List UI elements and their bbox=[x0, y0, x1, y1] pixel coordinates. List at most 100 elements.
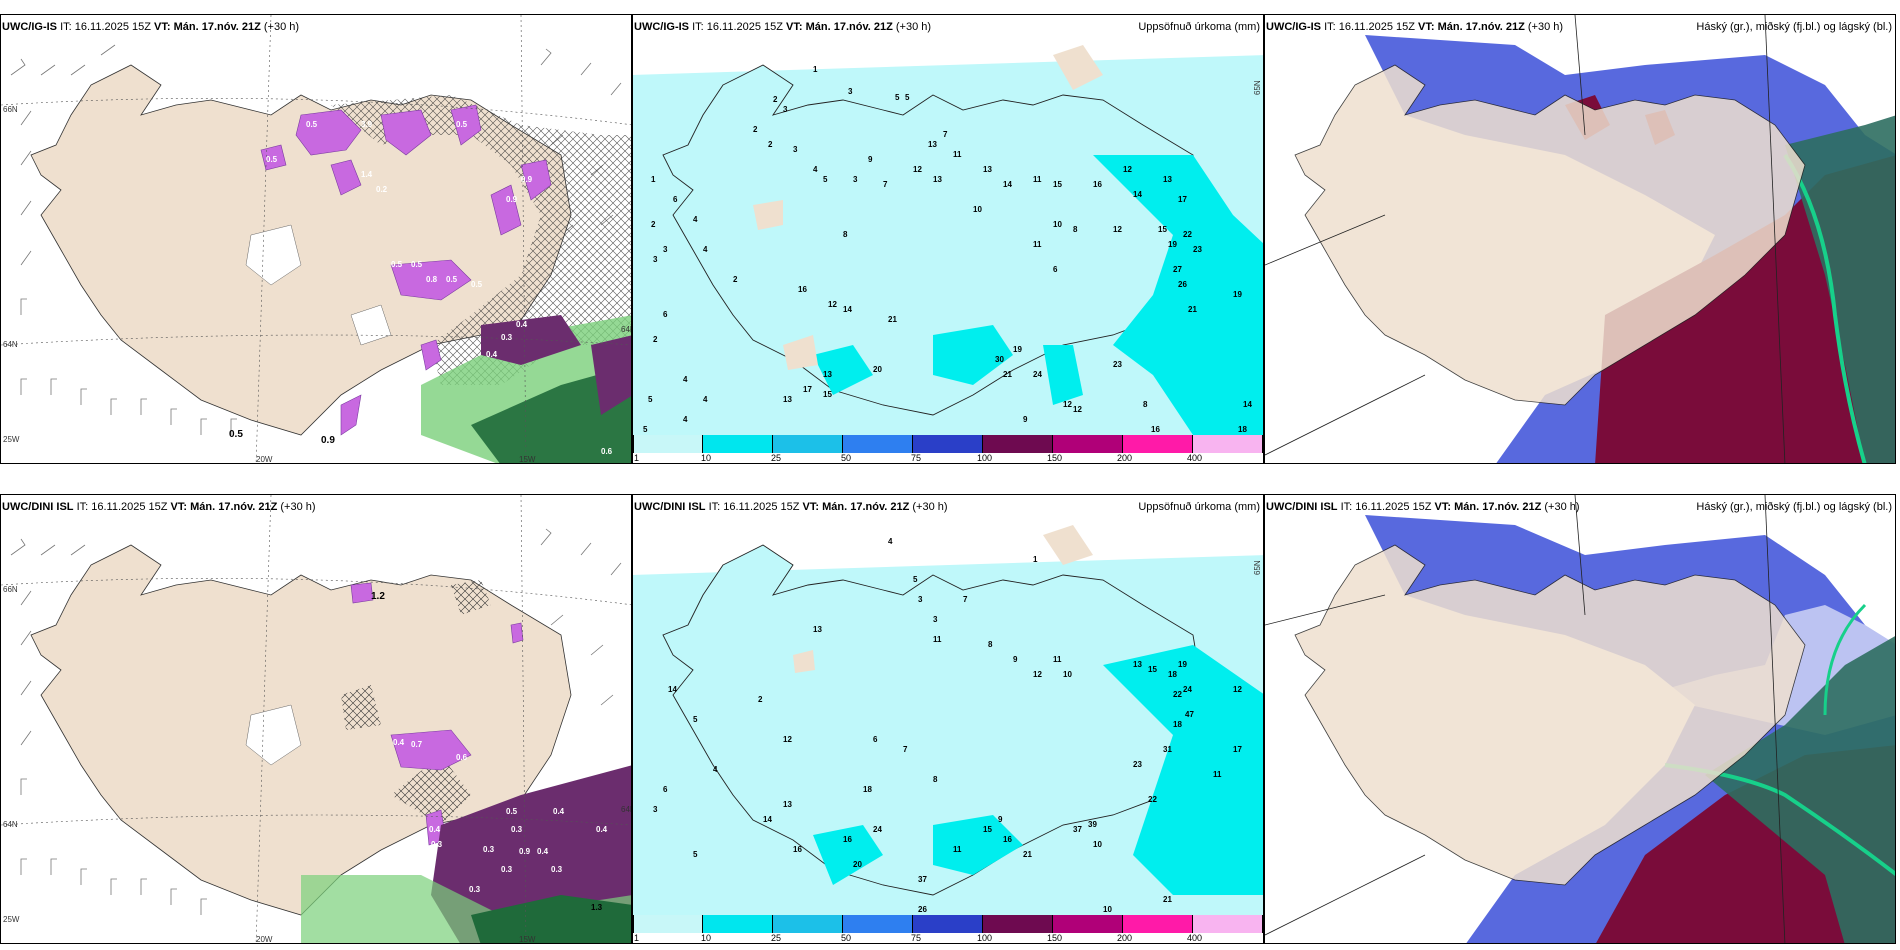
lat-label: 64N bbox=[621, 325, 631, 334]
panel-header: UWC/DINI ISL IT: 16.11.2025 15Z VT: Mán.… bbox=[2, 501, 316, 513]
panel-title: Háský (gr.), miðský (fj.bl.) og lágský (… bbox=[1696, 501, 1892, 513]
map-panel-dini-isl-clouds: UWC/DINI ISL IT: 16.11.2025 15Z VT: Mán.… bbox=[1264, 494, 1896, 944]
legend-swatch bbox=[913, 915, 983, 933]
wind-barbs bbox=[10, 528, 622, 915]
lat-label: 64N bbox=[3, 340, 18, 349]
precip-value: 1.2 bbox=[371, 591, 385, 602]
panel-header: UWC/IG-IS IT: 16.11.2025 15Z VT: Mán. 17… bbox=[1266, 21, 1564, 33]
iceland-landmass bbox=[662, 544, 1204, 896]
legend-label: 400 bbox=[1187, 933, 1203, 943]
precip-value: 0.9 bbox=[521, 175, 533, 184]
map-panel-ig-is-accum-precip: UWC/IG-IS IT: 16.11.2025 15Z VT: Mán. 17… bbox=[632, 14, 1264, 464]
map-panel-dini-isl-precip-type: UWC/DINI ISL IT: 16.11.2025 15Z VT: Mán.… bbox=[0, 494, 632, 944]
legend-swatch bbox=[773, 915, 843, 933]
legend-label: 150 bbox=[1047, 933, 1063, 943]
precip-value: 0.9 bbox=[506, 195, 518, 204]
legend-label: 1 bbox=[634, 933, 640, 943]
precip-value: 0.5 bbox=[306, 120, 318, 129]
panel-header: UWC/DINI ISL IT: 16.11.2025 15Z VT: Mán.… bbox=[634, 501, 948, 513]
precip-value: 0.3 bbox=[551, 865, 563, 874]
lat-label: 64N bbox=[621, 805, 631, 814]
lon-label: 20W bbox=[256, 455, 273, 464]
lat-label: 25W bbox=[3, 435, 20, 444]
map-panel-dini-isl-accum-precip: UWC/DINI ISL IT: 16.11.2025 15Z VT: Mán.… bbox=[632, 494, 1264, 944]
legend-swatch bbox=[1123, 435, 1193, 453]
precip-value: 0.5 bbox=[506, 807, 518, 816]
precip-value: 0.5 bbox=[456, 120, 468, 129]
legend-swatch bbox=[983, 915, 1053, 933]
legend-swatch bbox=[1193, 435, 1263, 453]
legend-swatch bbox=[703, 915, 773, 933]
snow-precip-areas bbox=[260, 104, 552, 436]
legend-label: 50 bbox=[841, 453, 852, 463]
iceland-map-clouds bbox=[1265, 15, 1895, 463]
lon-label: 20W bbox=[256, 935, 273, 944]
panel-header: UWC/IG-IS IT: 16.11.2025 15Z VT: Mán. 17… bbox=[634, 21, 932, 33]
precip-value: 0.5 bbox=[411, 260, 423, 269]
precip-value: 0.4 bbox=[596, 825, 608, 834]
precip-value: 0.3 bbox=[431, 840, 443, 849]
legend-swatch bbox=[633, 435, 703, 453]
legend-label: 1 bbox=[634, 453, 640, 463]
legend-label: 75 bbox=[911, 933, 922, 943]
legend-label: 75 bbox=[911, 453, 922, 463]
precip-value: 0.4 bbox=[429, 825, 441, 834]
precip-value: 0.4 bbox=[486, 350, 498, 359]
legend-label: 400 bbox=[1187, 453, 1203, 463]
lat-label: 25W bbox=[3, 915, 20, 924]
panel-title: Uppsöfnuð úrkoma (mm) bbox=[1138, 21, 1260, 33]
precip-value: 0.3 bbox=[501, 333, 513, 342]
precip-value: 0.8 bbox=[426, 275, 438, 284]
precip-value: 0.3 bbox=[483, 845, 495, 854]
legend-label: 100 bbox=[977, 933, 993, 943]
iceland-map-accum-precip bbox=[633, 495, 1263, 943]
precip-value: 0.7 bbox=[411, 740, 423, 749]
legend-swatch bbox=[1053, 435, 1123, 453]
iceland-map-precip-type bbox=[1, 15, 631, 463]
panel-title: Uppsöfnuð úrkoma (mm) bbox=[1138, 501, 1260, 513]
lon-label: 15W bbox=[519, 455, 536, 464]
lat-label: 64N bbox=[3, 820, 18, 829]
precip-value: 0.4 bbox=[553, 807, 565, 816]
precip-value: 0.5 bbox=[391, 260, 403, 269]
legend-swatch bbox=[843, 435, 913, 453]
map-panel-ig-is-precip-type: UWC/IG-IS IT: 16.11.2025 15Z VT: Mán. 17… bbox=[0, 14, 632, 464]
precip-value: 0.4 bbox=[537, 847, 549, 856]
legend-swatch bbox=[773, 435, 843, 453]
legend-swatch bbox=[703, 435, 773, 453]
lat-label: 66N bbox=[3, 585, 18, 594]
precip-value: 0.6 bbox=[456, 753, 468, 762]
lat-label: 65N bbox=[1253, 560, 1262, 575]
precip-value: 0.4 bbox=[393, 738, 405, 747]
precip-value: 1.4 bbox=[361, 170, 373, 179]
precip-value: 3.9 bbox=[361, 120, 373, 129]
panel-header: UWC/DINI ISL IT: 16.11.2025 15Z VT: Mán.… bbox=[1266, 501, 1580, 513]
legend-label: 10 bbox=[701, 933, 712, 943]
legend-swatch bbox=[633, 915, 703, 933]
panel-header: UWC/IG-IS IT: 16.11.2025 15Z VT: Mán. 17… bbox=[2, 21, 300, 33]
precip-value: 0.3 bbox=[469, 885, 481, 894]
precip-value: 0.3 bbox=[501, 865, 513, 874]
precip-value: 0.9 bbox=[519, 847, 531, 856]
precip-value: 1.3 bbox=[591, 903, 603, 912]
legend-label: 10 bbox=[701, 453, 712, 463]
precip-value: 0.4 bbox=[516, 320, 528, 329]
precip-value: 0.3 bbox=[511, 825, 523, 834]
legend-swatch bbox=[1053, 915, 1123, 933]
precip-legend: 1 10 25 50 75 100 150 200 400 bbox=[633, 915, 1263, 943]
legend-label: 150 bbox=[1047, 453, 1063, 463]
iceland-map-precip-type bbox=[1, 495, 631, 943]
lat-label: 66N bbox=[3, 105, 18, 114]
legend-label: 25 bbox=[771, 933, 782, 943]
precip-legend: 1 10 25 50 75 100 150 200 400 bbox=[633, 435, 1263, 463]
lat-label: 65N bbox=[1253, 80, 1262, 95]
legend-swatch bbox=[1123, 915, 1193, 933]
iceland-map-clouds bbox=[1265, 495, 1895, 943]
legend-swatch bbox=[983, 435, 1053, 453]
precip-value: 0.5 bbox=[229, 429, 243, 440]
precip-value: 0.9 bbox=[321, 435, 335, 446]
legend-swatch bbox=[843, 915, 913, 933]
panel-title: Háský (gr.), miðský (fj.bl.) og lágský (… bbox=[1696, 21, 1892, 33]
lon-label: 15W bbox=[519, 935, 536, 944]
legend-swatch bbox=[1193, 915, 1263, 933]
